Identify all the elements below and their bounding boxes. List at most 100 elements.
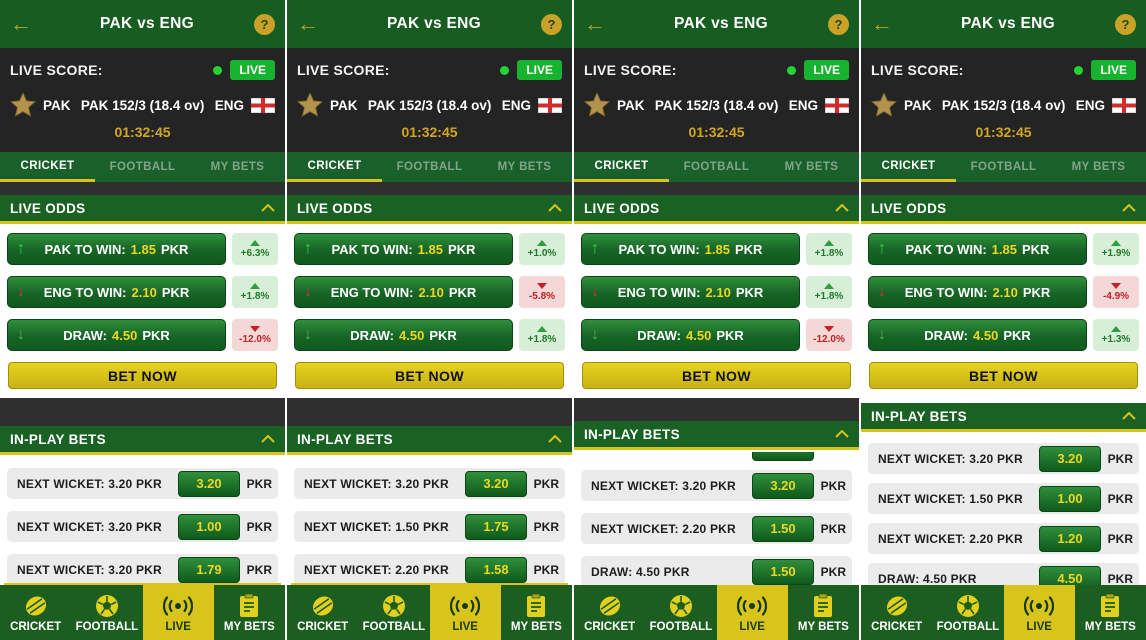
in-play-bet-value-button[interactable]: 1.20 <box>1039 525 1101 552</box>
nav-item-my-bets[interactable]: MY BETS <box>214 585 285 640</box>
in-play-bet-value-button[interactable]: 1.00 <box>1039 485 1101 512</box>
odds-button[interactable]: DRAW: 4.50 PKR <box>7 319 226 351</box>
tab-football[interactable]: FOOTBALL <box>683 161 750 173</box>
bet-now-button[interactable]: BET NOW <box>295 362 564 389</box>
odds-row[interactable]: DRAW: 4.50 PKR -12.0% <box>7 319 278 351</box>
nav-item-live[interactable]: LIVE <box>142 585 214 640</box>
nav-item-live[interactable]: LIVE <box>1003 585 1075 640</box>
in-play-bets-header[interactable]: IN-PLAY BETS <box>574 421 859 450</box>
in-play-bet-value-button[interactable]: 1.75 <box>465 513 527 540</box>
tab-football[interactable]: FOOTBALL <box>970 161 1037 173</box>
odds-button[interactable]: PAK TO WIN: 1.85 PKR <box>294 233 513 265</box>
tab-cricket[interactable]: CRICKET <box>0 152 95 182</box>
nav-item-my-bets[interactable]: MY BETS <box>501 585 572 640</box>
in-play-bet-row[interactable]: NEXT WICKET: 2.20 PKR 1.50 PKR <box>581 513 852 544</box>
bet-now-button[interactable]: BET NOW <box>582 362 851 389</box>
odds-button[interactable]: DRAW: 4.50 PKR <box>294 319 513 351</box>
nav-item-football[interactable]: FOOTBALL <box>645 585 716 640</box>
chevron-up-icon[interactable] <box>548 435 562 443</box>
odds-row[interactable]: DRAW: 4.50 PKR +1.8% <box>294 319 565 351</box>
in-play-bet-row[interactable]: NEXT WICKET: 3.20 PKR 3.20 PKR <box>294 468 565 499</box>
odds-row[interactable]: DRAW: 4.50 PKR +1.3% <box>868 319 1139 351</box>
in-play-bet-value-button[interactable]: 3.20 <box>465 470 527 497</box>
nav-item-cricket[interactable]: CRICKET <box>0 585 71 640</box>
nav-item-cricket[interactable]: CRICKET <box>861 585 932 640</box>
in-play-bet-row[interactable]: NEXT WICKET: 3.20 PKR 3.20 PKR <box>868 443 1139 474</box>
chevron-up-icon[interactable] <box>261 204 275 212</box>
odds-row[interactable]: ENG TO WIN: 2.10 PKR -5.8% <box>294 276 565 308</box>
odds-button[interactable]: PAK TO WIN: 1.85 PKR <box>7 233 226 265</box>
in-play-bet-value-button[interactable]: 1.50 <box>752 558 814 585</box>
tab-my-bets[interactable]: MY BETS <box>497 161 552 173</box>
in-play-bet-row[interactable]: DRAW: 4.50 PKR 1.50 PKR <box>581 556 852 587</box>
in-play-bet-value-button[interactable]: 1.79 <box>178 556 240 583</box>
back-arrow-icon[interactable] <box>584 13 614 35</box>
in-play-bet-row[interactable]: NEXT WICKET: 3.20 PKR 3.20 PKR <box>581 470 852 501</box>
odds-row[interactable]: ENG TO WIN: 2.10 PKR +1.8% <box>581 276 852 308</box>
back-arrow-icon[interactable] <box>297 13 327 35</box>
odds-button[interactable]: ENG TO WIN: 2.10 PKR <box>581 276 800 308</box>
in-play-bet-value-button[interactable]: 3.20 <box>1039 445 1101 472</box>
chevron-up-icon[interactable] <box>1122 412 1136 420</box>
chevron-up-icon[interactable] <box>261 435 275 443</box>
live-odds-header[interactable]: LIVE ODDS <box>574 195 859 224</box>
in-play-bet-value-button[interactable]: 1.50 <box>752 515 814 542</box>
odds-row[interactable]: PAK TO WIN: 1.85 PKR +6.3% <box>7 233 278 265</box>
chevron-up-icon[interactable] <box>548 204 562 212</box>
in-play-bet-row[interactable]: NEXT WICKET: 3.20 PKR 3.20 PKR <box>7 468 278 499</box>
odds-button[interactable]: DRAW: 4.50 PKR <box>581 319 800 351</box>
in-play-bet-value-button[interactable]: 3.20 <box>178 470 240 497</box>
odds-button[interactable]: PAK TO WIN: 1.85 PKR <box>581 233 800 265</box>
tab-football[interactable]: FOOTBALL <box>109 161 176 173</box>
back-arrow-icon[interactable] <box>871 13 901 35</box>
odds-button[interactable]: ENG TO WIN: 2.10 PKR <box>868 276 1087 308</box>
odds-button[interactable]: ENG TO WIN: 2.10 PKR <box>7 276 226 308</box>
bet-now-button[interactable]: BET NOW <box>8 362 277 389</box>
tab-cricket[interactable]: CRICKET <box>861 152 956 182</box>
odds-row[interactable]: PAK TO WIN: 1.85 PKR +1.0% <box>294 233 565 265</box>
in-play-bets-header[interactable]: IN-PLAY BETS <box>287 426 572 455</box>
odds-row[interactable]: ENG TO WIN: 2.10 PKR +1.8% <box>7 276 278 308</box>
tab-football[interactable]: FOOTBALL <box>396 161 463 173</box>
nav-item-football[interactable]: FOOTBALL <box>932 585 1003 640</box>
in-play-bet-value-button[interactable]: 1.58 <box>465 556 527 583</box>
odds-row[interactable]: ENG TO WIN: 2.10 PKR -4.9% <box>868 276 1139 308</box>
nav-item-live[interactable]: LIVE <box>716 585 788 640</box>
nav-item-football[interactable]: FOOTBALL <box>71 585 142 640</box>
tab-cricket[interactable]: CRICKET <box>287 152 382 182</box>
chevron-up-icon[interactable] <box>835 204 849 212</box>
nav-item-my-bets[interactable]: MY BETS <box>788 585 859 640</box>
in-play-bet-row[interactable]: NEXT WICKET: 3.20 PKR 1.79 PKR <box>7 554 278 585</box>
nav-item-football[interactable]: FOOTBALL <box>358 585 429 640</box>
odds-row[interactable]: PAK TO WIN: 1.85 PKR +1.9% <box>868 233 1139 265</box>
nav-item-cricket[interactable]: CRICKET <box>574 585 645 640</box>
in-play-bet-value-button[interactable]: 1.00 <box>178 513 240 540</box>
nav-item-cricket[interactable]: CRICKET <box>287 585 358 640</box>
in-play-bets-header[interactable]: IN-PLAY BETS <box>861 403 1146 432</box>
bet-now-button[interactable]: BET NOW <box>869 362 1138 389</box>
in-play-bet-row[interactable]: NEXT WICKET: 2.20 PKR 1.58 PKR <box>294 554 565 585</box>
odds-row[interactable]: PAK TO WIN: 1.85 PKR +1.8% <box>581 233 852 265</box>
odds-row[interactable]: DRAW: 4.50 PKR -12.0% <box>581 319 852 351</box>
in-play-bet-row[interactable]: NEXT WICKET: 2.20 PKR 1.20 PKR <box>868 523 1139 554</box>
live-odds-header[interactable]: LIVE ODDS <box>287 195 572 224</box>
tab-my-bets[interactable]: MY BETS <box>1071 161 1126 173</box>
tab-cricket[interactable]: CRICKET <box>574 152 669 182</box>
chevron-up-icon[interactable] <box>1122 204 1136 212</box>
odds-button[interactable]: ENG TO WIN: 2.10 PKR <box>294 276 513 308</box>
tab-my-bets[interactable]: MY BETS <box>210 161 265 173</box>
help-icon[interactable]: ? <box>828 13 849 35</box>
live-odds-header[interactable]: LIVE ODDS <box>861 195 1146 224</box>
live-odds-header[interactable]: LIVE ODDS <box>0 195 285 224</box>
odds-button[interactable]: PAK TO WIN: 1.85 PKR <box>868 233 1087 265</box>
odds-button[interactable]: DRAW: 4.50 PKR <box>868 319 1087 351</box>
chevron-up-icon[interactable] <box>835 430 849 438</box>
in-play-bet-row[interactable]: NEXT WICKET: 1.50 PKR 1.00 PKR <box>868 483 1139 514</box>
help-icon[interactable]: ? <box>1115 13 1136 35</box>
in-play-bet-row[interactable]: NEXT WICKET: 3.20 PKR 1.00 PKR <box>7 511 278 542</box>
in-play-bet-row[interactable]: NEXT WICKET: 1.50 PKR 1.75 PKR <box>294 511 565 542</box>
help-icon[interactable]: ? <box>254 13 275 35</box>
nav-item-live[interactable]: LIVE <box>429 585 501 640</box>
in-play-bets-header[interactable]: IN-PLAY BETS <box>0 426 285 455</box>
tab-my-bets[interactable]: MY BETS <box>784 161 839 173</box>
